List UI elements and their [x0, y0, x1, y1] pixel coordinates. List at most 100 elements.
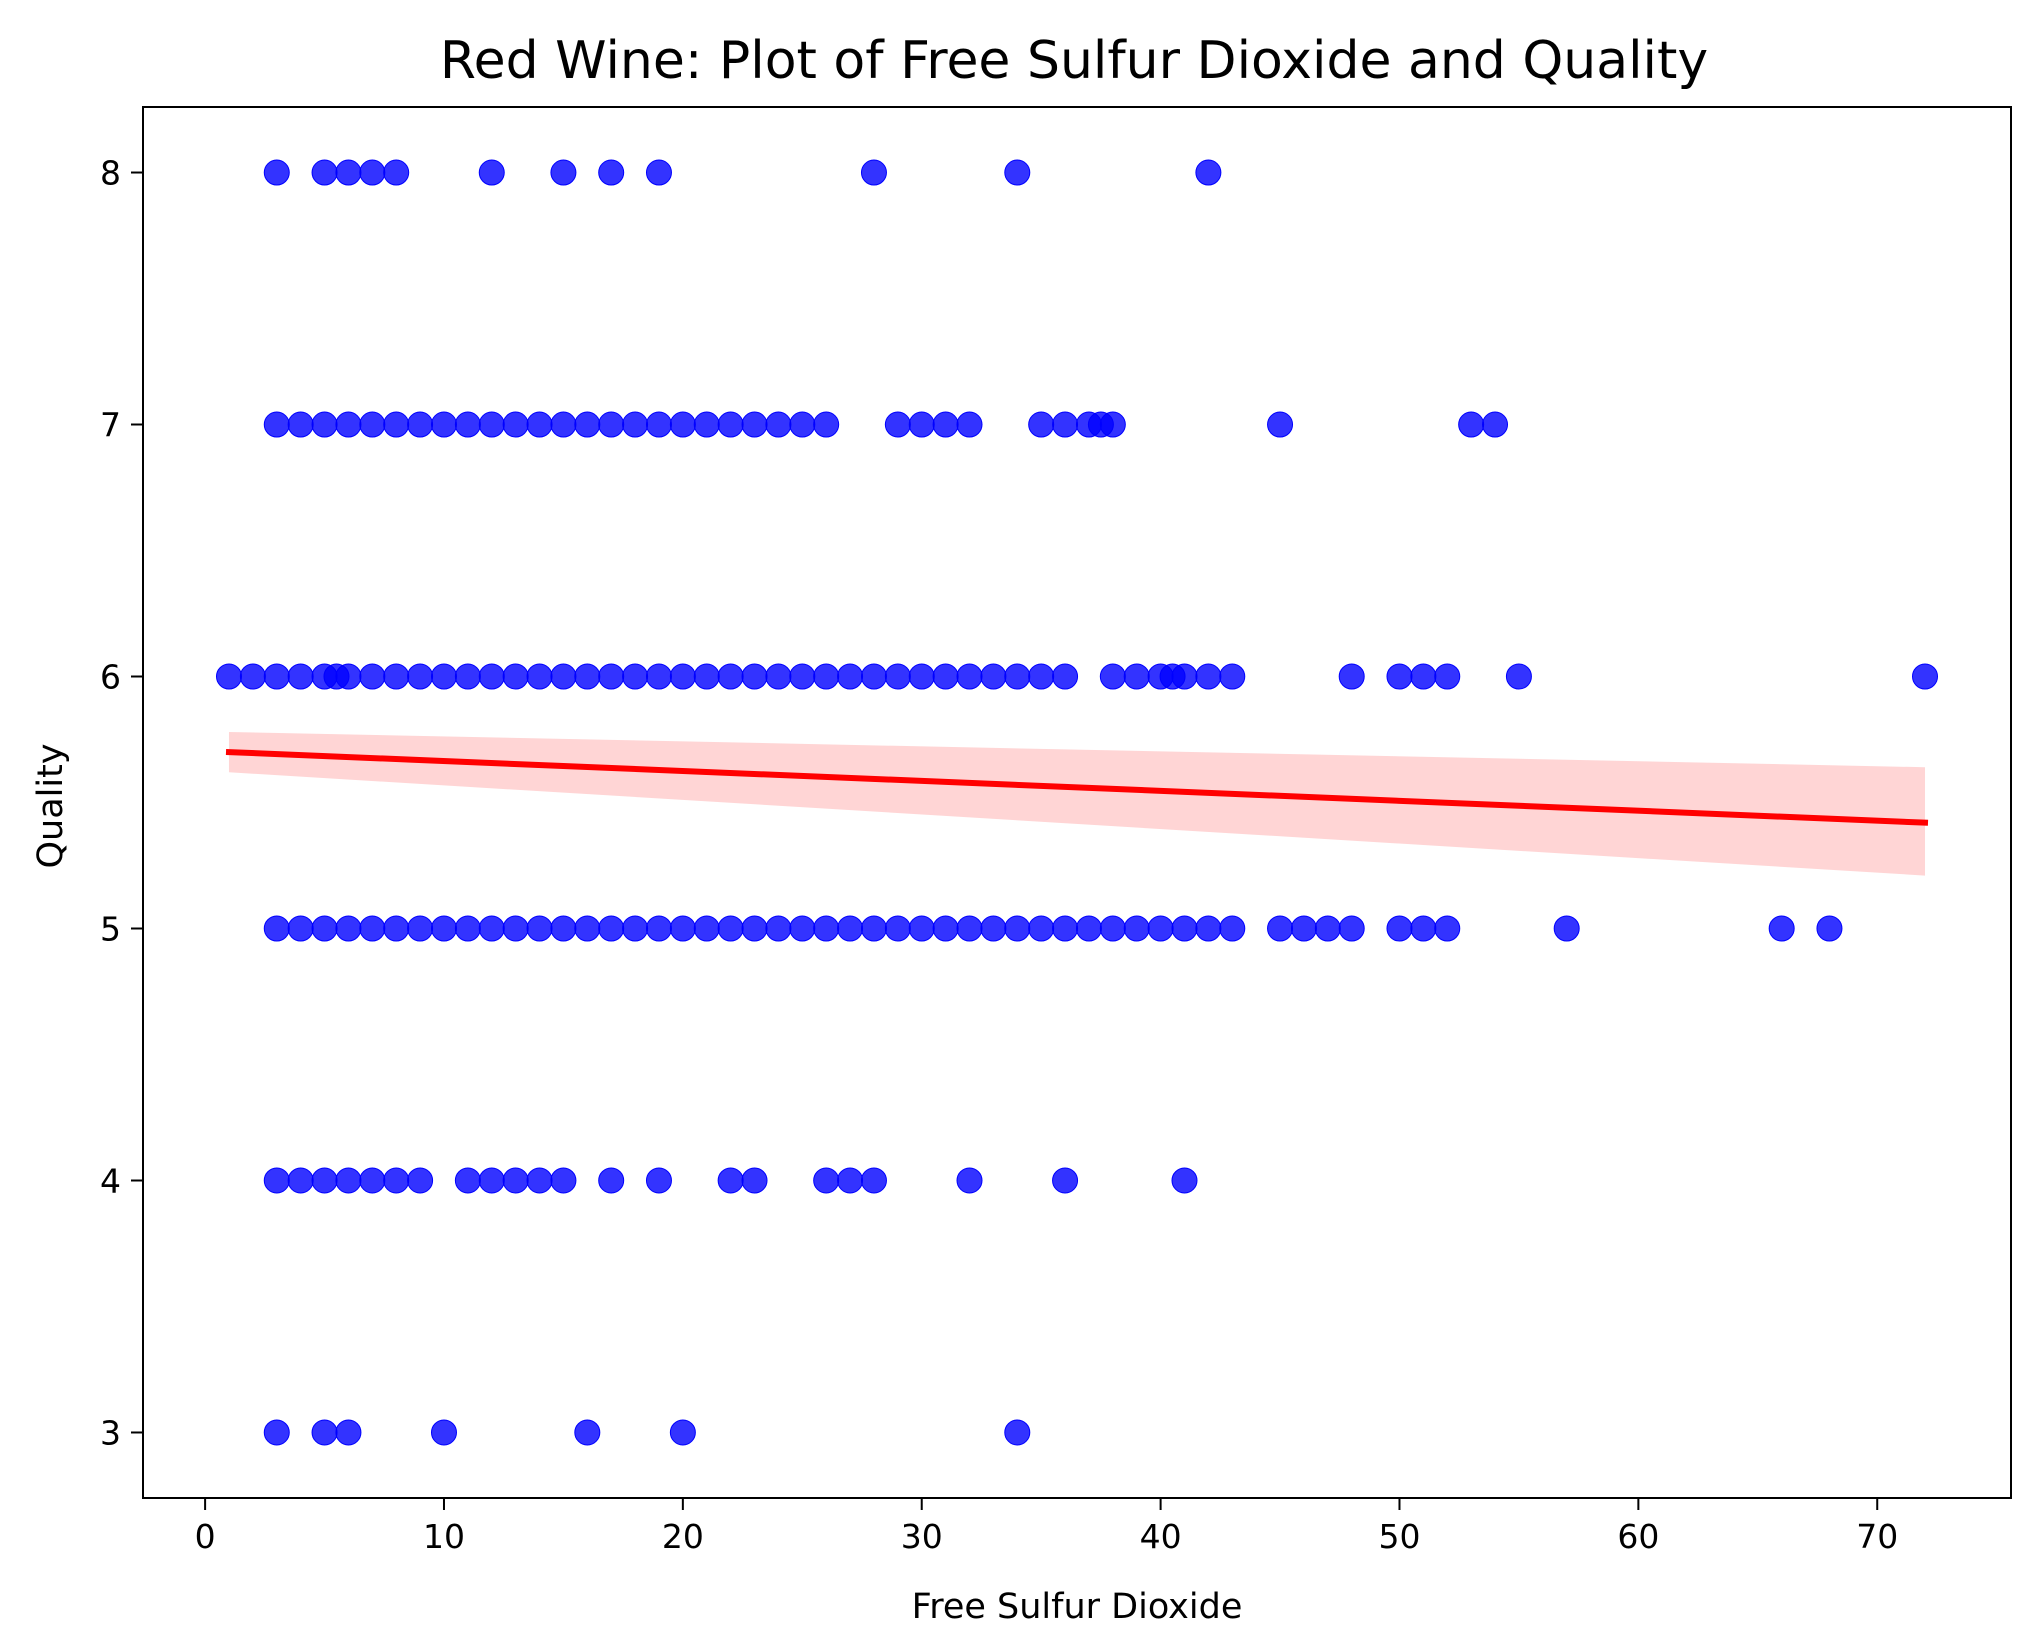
- scatter-point: [311, 1167, 338, 1194]
- scatter-point: [598, 915, 625, 942]
- scatter-point: [980, 663, 1007, 690]
- scatter-point: [335, 1167, 362, 1194]
- scatter-point: [860, 663, 887, 690]
- scatter-point: [693, 411, 720, 438]
- scatter-point: [383, 159, 410, 186]
- scatter-point: [1171, 1167, 1198, 1194]
- scatter-point: [693, 663, 720, 690]
- x-axis-ticks: 0 10 20 30 40 50 60 70: [195, 1498, 1898, 1556]
- scatter-point: [407, 1167, 434, 1194]
- scatter-point: [860, 915, 887, 942]
- scatter-point: [311, 159, 338, 186]
- scatter-point: [1505, 663, 1532, 690]
- scatter-points-layer: [215, 159, 1939, 1446]
- scatter-point: [1434, 663, 1461, 690]
- y-axis-label: Quality: [31, 743, 71, 868]
- scatter-point: [335, 1419, 362, 1446]
- scatter-point: [430, 411, 457, 438]
- scatter-point: [1028, 411, 1055, 438]
- scatter-point: [789, 411, 816, 438]
- x-tick-label: 20: [662, 1517, 704, 1556]
- scatter-point: [837, 663, 864, 690]
- scatter-point: [813, 915, 840, 942]
- scatter-point: [550, 663, 577, 690]
- scatter-point: [263, 159, 290, 186]
- scatter-point: [335, 663, 362, 690]
- scatter-point: [1099, 411, 1126, 438]
- scatter-point: [574, 915, 601, 942]
- scatter-point: [1171, 663, 1198, 690]
- scatter-point: [526, 1167, 553, 1194]
- scatter-point: [860, 1167, 887, 1194]
- scatter-point: [359, 1167, 386, 1194]
- scatter-point: [1434, 915, 1461, 942]
- scatter-point: [526, 915, 553, 942]
- y-tick-label: 5: [100, 909, 121, 948]
- scatter-point: [1816, 915, 1843, 942]
- scatter-point: [311, 915, 338, 942]
- scatter-point: [932, 663, 959, 690]
- scatter-point: [1410, 915, 1437, 942]
- scatter-point: [813, 411, 840, 438]
- scatter-point: [717, 1167, 744, 1194]
- scatter-point: [526, 411, 553, 438]
- scatter-point: [741, 915, 768, 942]
- scatter-point: [502, 663, 529, 690]
- scatter-point: [598, 1167, 625, 1194]
- scatter-point: [454, 663, 481, 690]
- scatter-point: [502, 411, 529, 438]
- scatter-point: [1004, 159, 1031, 186]
- scatter-point: [478, 915, 505, 942]
- scatter-point: [407, 663, 434, 690]
- x-tick-label: 0: [195, 1517, 216, 1556]
- scatter-point: [383, 663, 410, 690]
- y-tick-label: 3: [100, 1413, 121, 1452]
- scatter-point: [263, 411, 290, 438]
- scatter-point: [860, 159, 887, 186]
- scatter-point: [478, 663, 505, 690]
- scatter-point: [335, 159, 362, 186]
- scatter-point: [383, 915, 410, 942]
- scatter-point: [430, 663, 457, 690]
- chart-title: Red Wine: Plot of Free Sulfur Dioxide an…: [440, 31, 1708, 91]
- scatter-point: [359, 159, 386, 186]
- scatter-point: [741, 1167, 768, 1194]
- scatter-point: [1768, 915, 1795, 942]
- scatter-point: [908, 915, 935, 942]
- scatter-point: [908, 411, 935, 438]
- scatter-point: [311, 411, 338, 438]
- scatter-point: [669, 663, 696, 690]
- scatter-point: [502, 915, 529, 942]
- scatter-point: [454, 1167, 481, 1194]
- scatter-point: [884, 915, 911, 942]
- scatter-point: [789, 663, 816, 690]
- scatter-point: [478, 411, 505, 438]
- scatter-point: [1338, 663, 1365, 690]
- scatter-point: [956, 1167, 983, 1194]
- scatter-point: [215, 663, 242, 690]
- scatter-point: [598, 411, 625, 438]
- scatter-point: [741, 411, 768, 438]
- x-tick-label: 60: [1617, 1517, 1659, 1556]
- x-axis-label: Free Sulfur Dioxide: [912, 1587, 1243, 1627]
- scatter-point: [263, 1419, 290, 1446]
- scatter-point: [1195, 159, 1222, 186]
- scatter-point: [1123, 915, 1150, 942]
- scatter-point: [1028, 915, 1055, 942]
- scatter-point: [765, 663, 792, 690]
- x-tick-label: 70: [1856, 1517, 1898, 1556]
- scatter-point: [1219, 663, 1246, 690]
- scatter-point: [1004, 915, 1031, 942]
- scatter-point: [956, 411, 983, 438]
- scatter-point: [980, 915, 1007, 942]
- x-tick-label: 30: [901, 1517, 943, 1556]
- scatter-point: [765, 915, 792, 942]
- scatter-point: [1290, 915, 1317, 942]
- scatter-point: [407, 915, 434, 942]
- scatter-point: [287, 915, 314, 942]
- scatter-point: [239, 663, 266, 690]
- scatter-point: [837, 915, 864, 942]
- scatter-point: [1028, 663, 1055, 690]
